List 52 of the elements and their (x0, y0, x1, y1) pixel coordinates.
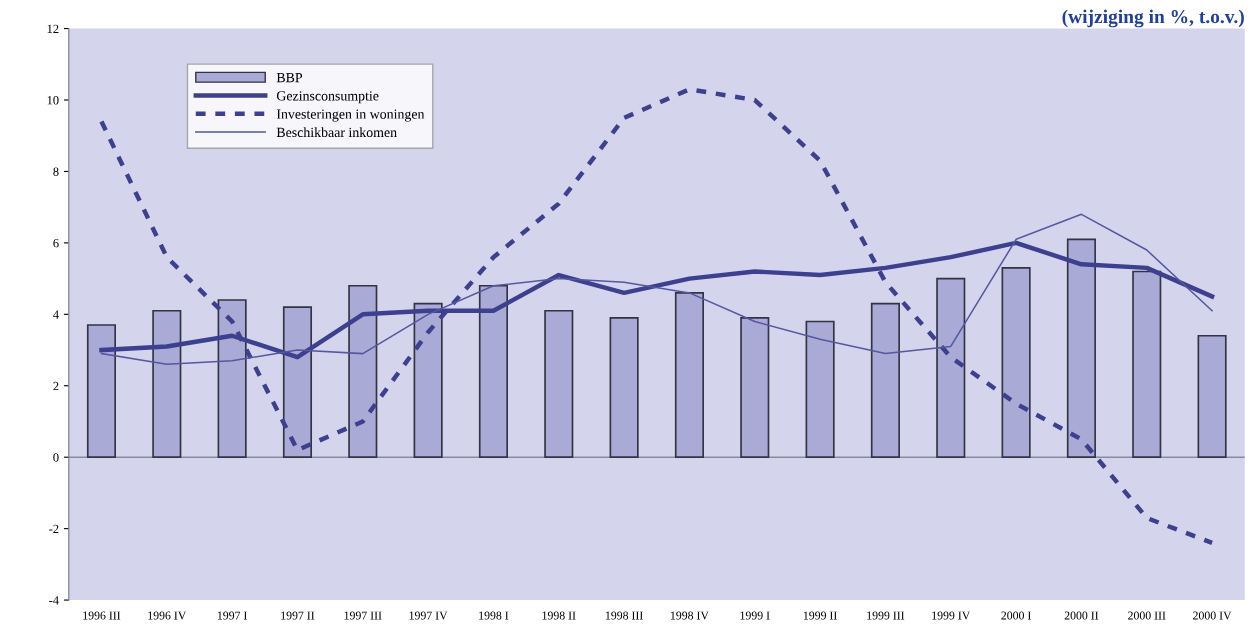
x-tick-label: 2000 I (1001, 611, 1031, 620)
y-tick-label: -2 (49, 524, 59, 533)
bar (805, 320, 835, 459)
line-series (99, 87, 1215, 546)
x-tick-label: 1999 III (867, 611, 905, 620)
x-tick-label: 1997 II (281, 611, 315, 620)
x-tick-label: 1997 IV (409, 611, 448, 620)
bar (86, 324, 117, 459)
x-tick-label: 1998 IV (670, 611, 709, 620)
y-tick-label: -4 (49, 596, 59, 605)
x-tick-label: 2000 III (1128, 611, 1166, 620)
y-tick-label: 12 (47, 24, 59, 33)
x-tick-label: 1998 III (605, 611, 643, 620)
bar (413, 302, 443, 459)
chart-title: (wijziging in %, t.o.v.) (1062, 9, 1244, 28)
y-tick-label: 0 (53, 453, 59, 462)
x-tick-label: 1996 III (83, 611, 121, 620)
bar (674, 292, 704, 459)
x-tick-label: 1997 I (217, 611, 247, 620)
bar (936, 277, 966, 459)
bar (348, 284, 378, 459)
legend-label: Investeringen in woningen (276, 109, 425, 122)
y-tick-label: 8 (53, 167, 59, 176)
x-tick-label: 1998 I (479, 611, 509, 620)
x-tick-label: 1999 I (740, 611, 770, 620)
bar (544, 309, 574, 459)
x-tick-label: 1997 III (344, 611, 382, 620)
x-tick-label: 1999 IV (932, 611, 971, 620)
legend-label: BBP (276, 73, 303, 83)
y-tick-label: 4 (53, 310, 59, 319)
y-tick-label: 10 (47, 96, 59, 105)
bar (740, 317, 770, 459)
x-tick-label: 2000 IV (1193, 611, 1232, 620)
bar (870, 302, 900, 459)
bar (1197, 334, 1227, 459)
bar (217, 299, 247, 459)
bar (478, 284, 509, 459)
bar (282, 306, 313, 459)
x-tick-label: 1996 IV (148, 611, 187, 620)
bar (609, 317, 639, 459)
bar (1132, 270, 1162, 459)
bar (1066, 238, 1096, 459)
x-tick-label: 1999 II (803, 611, 837, 620)
bar (1001, 267, 1031, 459)
line-series (100, 213, 1213, 366)
x-tick-label: 2000 II (1064, 611, 1099, 620)
bar (152, 309, 182, 459)
legend-label: Beschikbaar inkomen (276, 127, 397, 138)
legend-label: Gezinsconsumptie (276, 91, 379, 104)
y-tick-label: 2 (53, 381, 59, 391)
y-tick-label: 6 (53, 238, 59, 248)
x-tick-label: 1998 II (542, 611, 576, 620)
